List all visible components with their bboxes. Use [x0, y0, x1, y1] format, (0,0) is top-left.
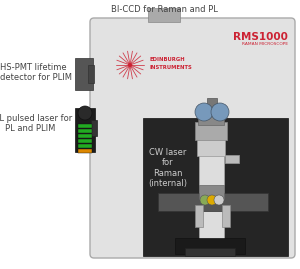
Text: BI-CCD for Raman and PL: BI-CCD for Raman and PL: [111, 5, 218, 14]
Bar: [199, 145, 224, 245]
Bar: [78, 134, 92, 138]
Circle shape: [211, 103, 229, 121]
Circle shape: [78, 106, 92, 120]
Bar: [185, 248, 235, 256]
Text: HS-PMT lifetime
detector for PLIM: HS-PMT lifetime detector for PLIM: [0, 63, 72, 82]
Bar: [75, 108, 95, 152]
Circle shape: [207, 195, 217, 205]
Circle shape: [195, 103, 213, 121]
Bar: [195, 122, 227, 140]
Text: EDINBURGH: EDINBURGH: [150, 57, 186, 62]
Bar: [222, 205, 230, 227]
Bar: [78, 144, 92, 148]
Text: CW laser
for
Raman
(internal): CW laser for Raman (internal): [148, 148, 187, 188]
Bar: [78, 149, 92, 153]
Bar: [148, 8, 180, 22]
Text: INSTRUMENTS: INSTRUMENTS: [150, 65, 193, 70]
Bar: [78, 129, 92, 133]
Circle shape: [200, 195, 210, 205]
Bar: [78, 139, 92, 143]
Text: EPL pulsed laser for
PL and PLIM: EPL pulsed laser for PL and PLIM: [0, 114, 72, 133]
Bar: [158, 193, 268, 211]
Bar: [175, 238, 245, 254]
Bar: [78, 124, 92, 128]
Bar: [88, 65, 94, 83]
Bar: [195, 205, 203, 227]
Bar: [75, 58, 93, 90]
Bar: [143, 118, 288, 256]
Bar: [199, 185, 224, 199]
Text: RAMAN MICROSCOPE: RAMAN MICROSCOPE: [242, 42, 288, 46]
Bar: [91, 120, 97, 136]
Circle shape: [214, 195, 224, 205]
Bar: [197, 138, 225, 156]
Bar: [225, 155, 239, 163]
FancyBboxPatch shape: [90, 18, 295, 258]
Circle shape: [128, 63, 132, 67]
Text: RMS1000: RMS1000: [233, 32, 288, 42]
Bar: [207, 98, 217, 114]
Bar: [198, 115, 224, 125]
